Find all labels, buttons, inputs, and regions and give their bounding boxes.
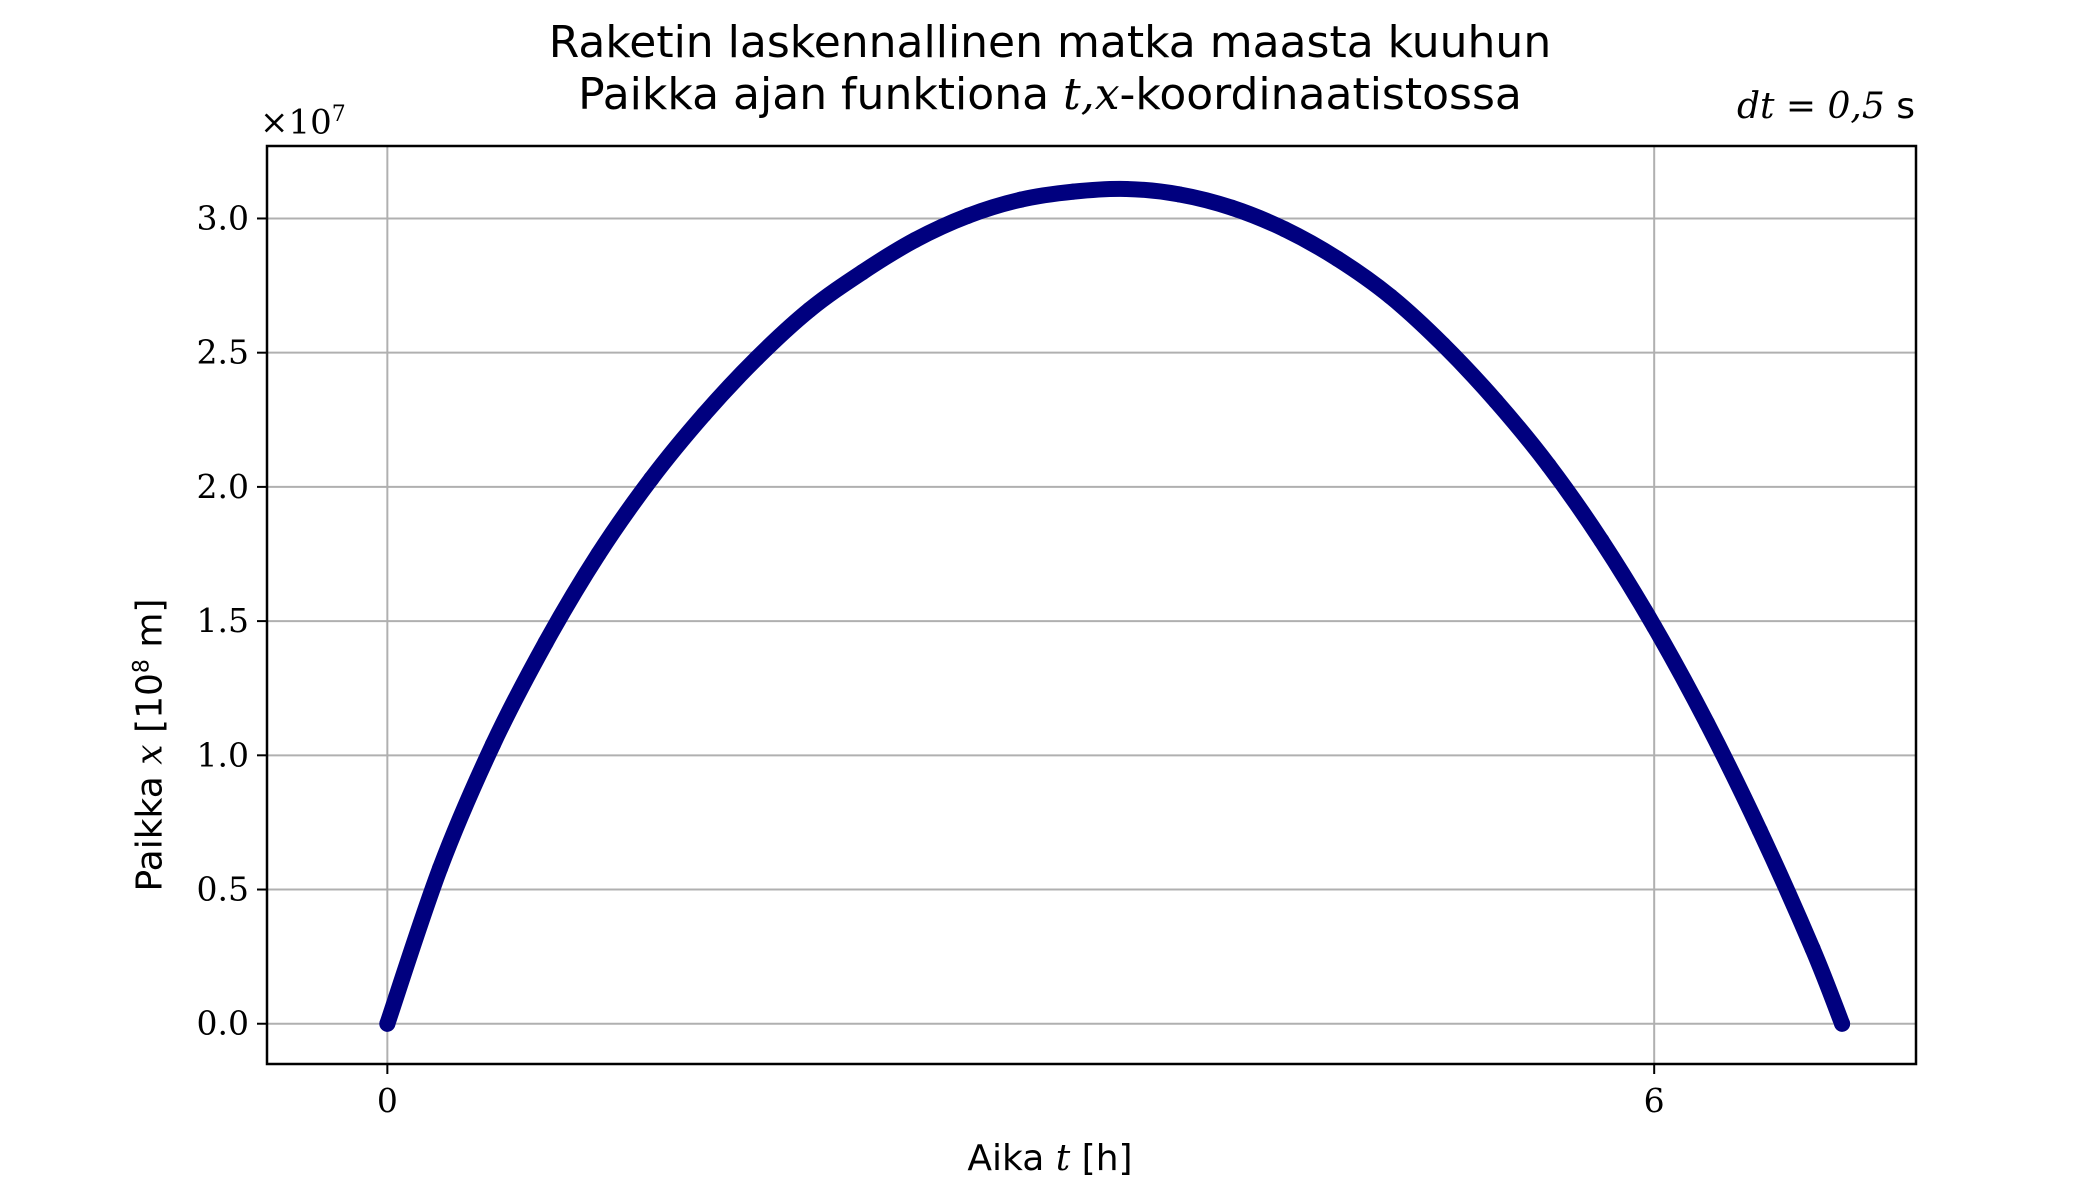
data-point <box>1012 191 1029 208</box>
x-tick-label: 6 <box>1644 1081 1665 1120</box>
y-tick-label: 0.0 <box>197 1004 249 1043</box>
series-line <box>379 180 1851 1032</box>
y-axis-label: Paikka x [108 m] <box>130 599 171 892</box>
data-point <box>537 634 554 651</box>
timestep-unit: s <box>1884 86 1915 127</box>
data-point <box>1171 186 1188 203</box>
timestep-math: dt = 0,5 <box>1736 86 1885 127</box>
data-point <box>907 231 924 248</box>
series-layer <box>379 180 1851 1032</box>
data-point <box>590 546 607 562</box>
axes-frame <box>265 144 1918 1066</box>
timestep-annotation: dt = 0,5 s <box>1737 86 1915 127</box>
y-label-math: x <box>129 744 171 765</box>
data-point <box>1223 199 1240 216</box>
y-tick-label: 2.0 <box>197 467 249 506</box>
data-point <box>959 207 976 224</box>
y-tick-label: 0.5 <box>197 870 249 909</box>
data-point <box>1118 180 1135 197</box>
y-tick-label: 3.0 <box>197 198 249 237</box>
y-tick-label: 1.0 <box>197 735 249 774</box>
data-point <box>1646 618 1663 635</box>
data-point <box>1751 822 1768 839</box>
subtitle-math: t,x <box>1063 69 1120 120</box>
x-tick-label: 0 <box>377 1081 398 1120</box>
y-label-bracket: [10 <box>129 673 171 745</box>
y-axis-offset-label: ×107 <box>260 102 346 142</box>
data-point <box>484 736 501 753</box>
grid-layer <box>267 146 1916 1064</box>
data-point <box>1540 457 1557 474</box>
y-offset-base: ×10 <box>260 102 332 143</box>
data-point <box>1593 532 1610 549</box>
data-point <box>1487 393 1504 409</box>
y-label-exponent: 8 <box>129 659 155 674</box>
x-label-unit: [h] <box>1070 1138 1133 1179</box>
y-label-text: Paikka <box>129 764 171 892</box>
data-point <box>1276 221 1293 238</box>
data-point <box>748 350 765 367</box>
data-point <box>379 1015 396 1032</box>
y-offset-exponent: 7 <box>331 102 346 127</box>
chart-subtitle: Paikka ajan funktiona t,x-koordinaatisto… <box>0 70 2100 120</box>
data-point <box>1698 715 1715 732</box>
data-point <box>1382 288 1399 305</box>
data-point <box>801 301 818 318</box>
subtitle-text-pre: Paikka ajan funktiona <box>578 69 1064 120</box>
y-label-unit: m] <box>129 598 171 660</box>
data-point <box>854 264 871 281</box>
data-point <box>1065 183 1082 200</box>
data-point <box>1435 336 1452 353</box>
data-point <box>643 470 660 487</box>
data-point <box>696 406 713 423</box>
y-tick-label: 1.5 <box>197 601 249 640</box>
data-point <box>1804 940 1821 957</box>
subtitle-text-post: -koordinaatistossa <box>1119 69 1522 120</box>
data-point <box>1329 250 1346 267</box>
data-point <box>1834 1015 1851 1032</box>
x-label-math: t <box>1055 1138 1071 1179</box>
y-tick-label: 2.5 <box>197 333 249 372</box>
chart-title: Raketin laskennallinen matka maasta kuuh… <box>548 17 1552 68</box>
data-point <box>432 860 449 877</box>
x-label-text: Aika <box>967 1138 1056 1179</box>
x-axis-label: Aika t [h] <box>0 1138 2100 1179</box>
tick-layer: 0.0 0.5 1.0 1.5 2.0 2.5 3.0 0 6 <box>197 198 1665 1120</box>
